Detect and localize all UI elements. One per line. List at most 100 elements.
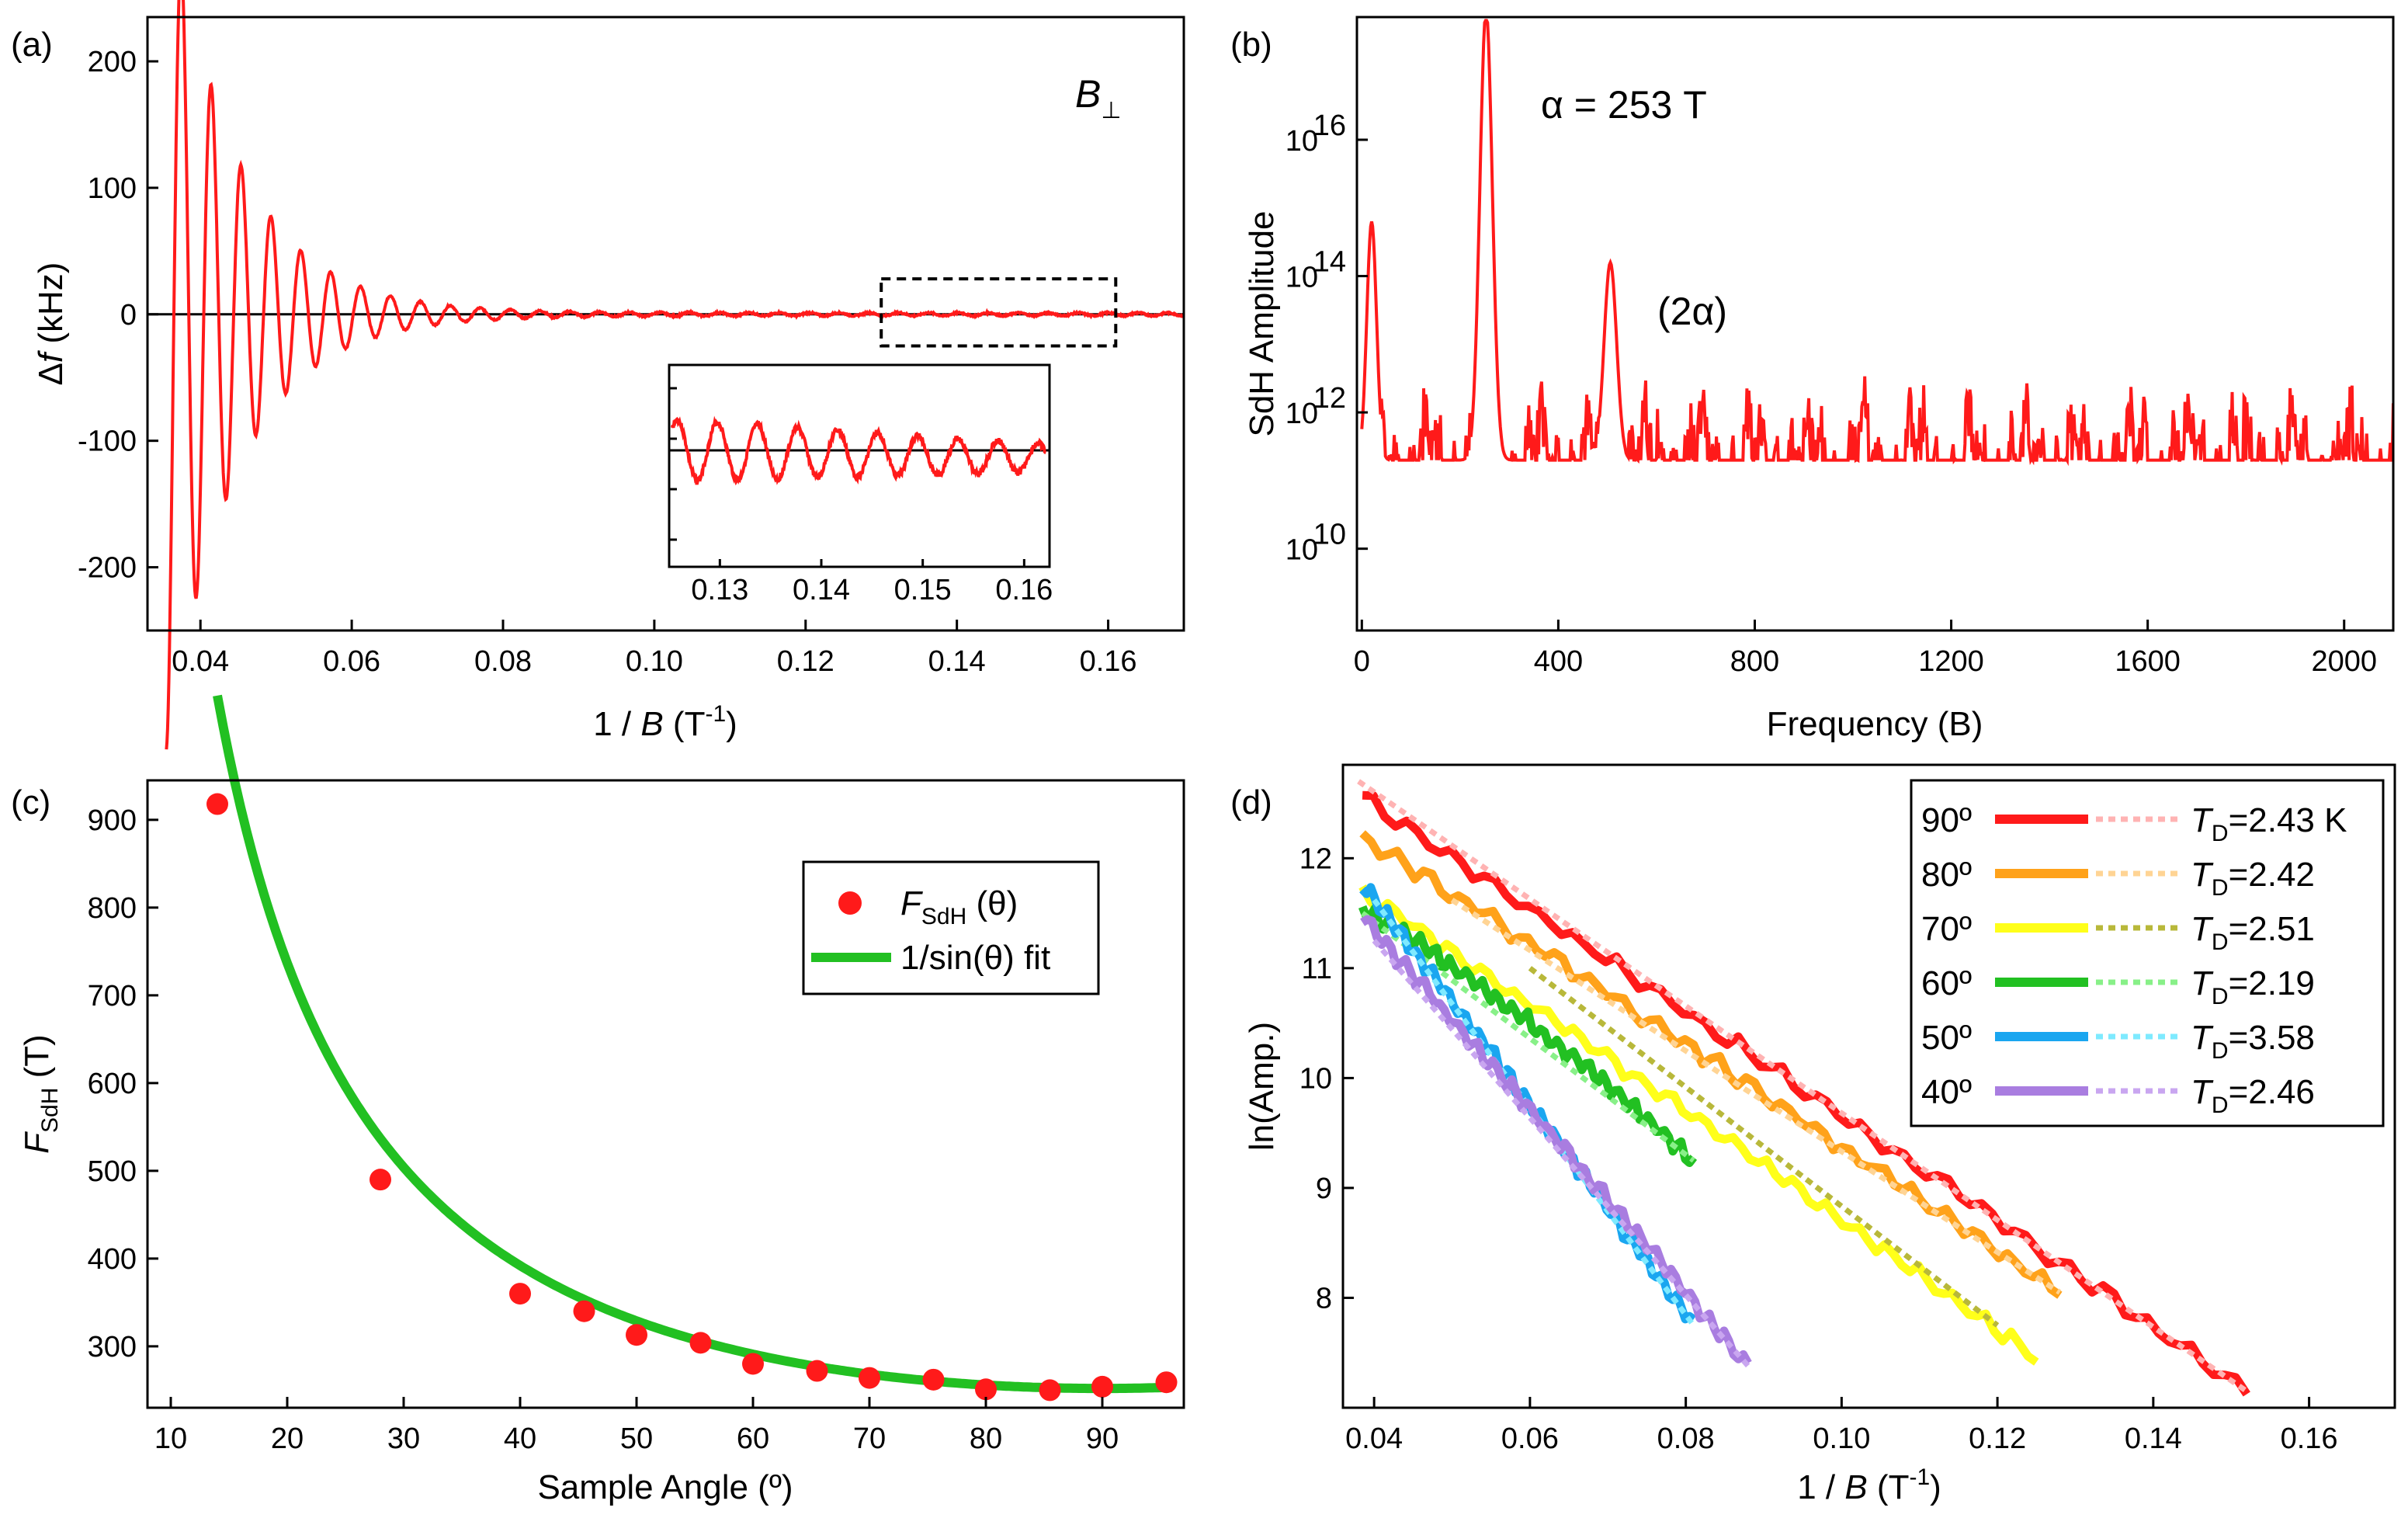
panel-c-legend-box: [802, 860, 1100, 995]
panel-c-data-point: [742, 1353, 764, 1375]
panel-d-legend-angle: 70º: [1921, 910, 1972, 948]
panel-c-y-tick-label: 500: [88, 1155, 137, 1188]
panel-a-label: (a): [11, 26, 53, 64]
panel-c-y-tick-label: 700: [88, 980, 137, 1013]
panel-a-inset-signal-series: [670, 415, 1047, 486]
panel-d-x-label: 1 / B (T-1): [1797, 1464, 1941, 1506]
panel-b-y-tick-exponent: 10: [1313, 519, 1346, 551]
panel-d-label: (d): [1230, 783, 1272, 822]
panel-d-legend-angle: 80º: [1921, 856, 1972, 894]
panel-a-inset-x-tick-label: 0.15: [894, 574, 952, 606]
panel-d-plot-area: [1357, 779, 2250, 1397]
panel-c-x-tick-label: 40: [504, 1422, 536, 1455]
panel-a: (a) 0.04 0.06 0.08 0.10 0.12 0.14 0.16 -200 -10…: [11, 0, 1185, 750]
panel-c-legend-fit: 1/sin(θ) fit: [900, 939, 1050, 977]
panel-c-data-point: [1039, 1379, 1061, 1402]
panel-b-y-tick-label: 10: [1286, 262, 1318, 294]
panel-c-y-tick-label: 300: [88, 1331, 137, 1363]
panel-d-fit-line: [1357, 779, 2249, 1394]
panel-c-data-point: [1091, 1375, 1113, 1398]
panel-d-legend-td: TD=2.42: [2191, 856, 2315, 901]
panel-c-x-tick-label: 50: [620, 1422, 653, 1455]
panel-c-data-point: [626, 1324, 647, 1346]
panel-c-x-tick-label: 90: [1086, 1422, 1119, 1455]
panel-b-x-tick-label: 400: [1534, 645, 1583, 678]
panel-c-x-ticks: 10 20 30 40 50 60 70 80 90: [154, 1397, 1119, 1455]
panel-b-y-tick-label: 10: [1286, 125, 1318, 158]
panel-a-x-tick-label: 0.16: [1080, 645, 1137, 678]
panel-b-y-tick-exponent: 16: [1313, 109, 1346, 142]
panel-d-legend-td: TD=2.19: [2191, 964, 2315, 1009]
panel-c-data-point: [806, 1360, 828, 1382]
panel-c-data-point: [689, 1332, 712, 1354]
panel-c-x-tick-label: 30: [387, 1422, 420, 1455]
panel-d-y-tick-label: 8: [1316, 1282, 1332, 1315]
panel-b-y-label: SdH Amplitude: [1243, 210, 1281, 436]
panel-a-y-tick-label: 100: [88, 172, 137, 205]
panel-c-data-point: [859, 1367, 880, 1389]
panel-b-y-tick-label: 10: [1286, 398, 1318, 430]
panel-d-legend-td: TD=2.51: [2191, 910, 2315, 955]
panel-d-y-label: ln(Amp.): [1243, 1022, 1281, 1151]
panel-d-x-ticks: 0.04 0.06 0.08 0.10 0.12 0.14 0.16: [1345, 1397, 2338, 1455]
panel-b: (b) 0 400 800 1200 1600 2000 1010101210141016…: [1230, 16, 2395, 743]
panel-c-x-tick-label: 20: [271, 1422, 304, 1455]
panel-d-series-line: [1359, 830, 2063, 1299]
panel-c-legend: FSdH (θ) 1/sin(θ) fit: [802, 860, 1100, 995]
panel-b-y-tick-exponent: 14: [1313, 246, 1346, 279]
panel-b-annotation-alpha: α = 253 T: [1541, 83, 1707, 127]
panel-c-x-tick-label: 10: [154, 1422, 187, 1455]
panel-c-data-point: [509, 1283, 531, 1305]
panel-a-annotation: B⊥: [1075, 72, 1122, 123]
panel-c-data-point: [206, 793, 228, 815]
panel-a-y-tick-label: -200: [78, 552, 137, 585]
panel-c-data-point: [1155, 1371, 1178, 1394]
panel-d-series-line: [1358, 884, 2039, 1366]
panel-a-inset-x-tick-label: 0.16: [995, 574, 1053, 606]
panel-c-y-ticks: 300 400 500 600 700 800 900: [88, 804, 158, 1363]
panel-d-legend-td: TD=3.58: [2191, 1019, 2315, 1064]
panel-d-series-line: [1360, 915, 1752, 1366]
panel-a-inset-x-tick-label: 0.13: [691, 574, 748, 606]
panel-d-legend-td: TD=2.43 K: [2191, 801, 2347, 846]
panel-a-frame: [146, 16, 1185, 632]
panel-c-y-tick-label: 400: [88, 1243, 137, 1276]
panel-c-y-tick-label: 800: [88, 892, 137, 925]
panel-c-plot-area: [206, 694, 1178, 1402]
panel-a-x-tick-label: 0.04: [172, 645, 229, 678]
panel-d-x-tick-label: 0.10: [1813, 1422, 1870, 1455]
panel-b-y-tick-exponent: 12: [1313, 382, 1346, 415]
panel-b-x-tick-label: 0: [1354, 645, 1370, 678]
panel-c-y-tick-label: 600: [88, 1068, 137, 1100]
panel-b-label: (b): [1230, 26, 1272, 64]
panel-c-y-label: FSdH (T): [18, 1034, 63, 1154]
panel-c-x-tick-label: 60: [737, 1422, 769, 1455]
panel-b-x-tick-label: 2000: [2311, 645, 2377, 678]
panel-d-fit-line: [1450, 898, 2062, 1295]
panel-d-y-tick-label: 12: [1299, 842, 1332, 875]
panel-a-x-tick-label: 0.06: [323, 645, 380, 678]
panel-c-legend-marker: [838, 891, 862, 915]
panel-c-fit-curve: [213, 694, 1173, 1394]
panel-d-legend-box: [1910, 779, 2385, 1127]
panel-d-x-tick-label: 0.04: [1345, 1422, 1403, 1455]
panel-a-x-ticks: 0.04 0.06 0.08 0.10 0.12 0.14 0.16: [172, 620, 1137, 678]
panel-a-x-tick-label: 0.10: [626, 645, 683, 678]
panel-a-x-tick-label: 0.14: [928, 645, 986, 678]
panel-c-data-point: [573, 1300, 595, 1322]
panel-a-x-tick-label: 0.08: [474, 645, 532, 678]
panel-c-x-tick-label: 70: [853, 1422, 886, 1455]
panel-a-signal-series: [165, 0, 1185, 750]
panel-d-legend: 90º TD=2.43 K 80º TD=2.42 70º TD=2.51 60º TD=2.…: [1910, 779, 2385, 1127]
panel-d-fit-line: [1528, 966, 2000, 1328]
panel-c: (c) 10 20 30 40 50 60 70 80 90 300 400 500 600 700 80…: [11, 694, 1185, 1506]
panel-d-x-tick-label: 0.06: [1501, 1422, 1559, 1455]
panel-d-legend-angle: 60º: [1921, 964, 1972, 1002]
panel-b-y-tick-label: 10: [1286, 534, 1318, 567]
panel-a-zoom-box: [880, 277, 1118, 348]
panel-b-annotation-2alpha: (2α): [1657, 290, 1727, 333]
panel-d-legend-angle: 40º: [1921, 1073, 1972, 1111]
panel-a-inset-frame: [668, 363, 1051, 568]
